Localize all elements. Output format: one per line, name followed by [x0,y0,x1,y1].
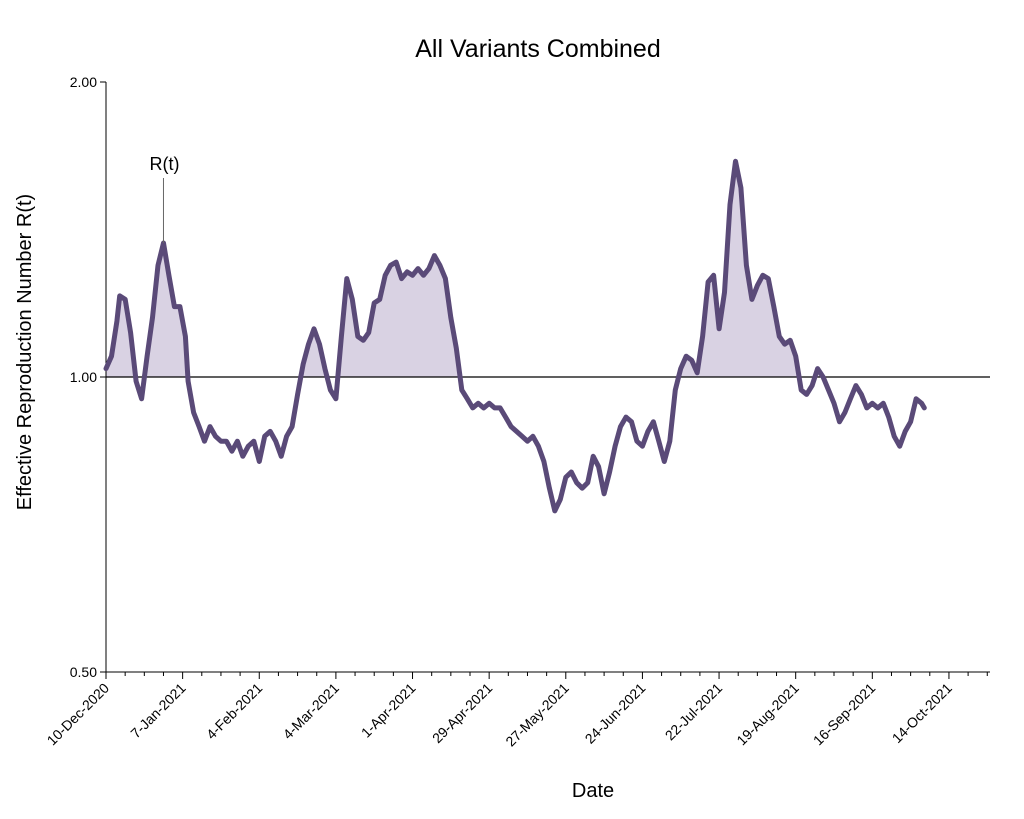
x-tick-label: 10-Dec-2020 [44,680,113,749]
x-tick-label: 16-Sep-2021 [810,680,879,749]
x-tick-label: 27-May-2021 [502,680,572,750]
chart-title: All Variants Combined [415,35,660,63]
y-axis-label: Effective Reproduction Number R(t) [14,194,36,510]
x-tick-label: 1-Apr-2021 [358,680,419,741]
x-axis-label: Date [572,780,614,802]
x-tick-label: 24-Jun-2021 [582,680,649,747]
series-layer [103,158,927,514]
x-tick-label: 22-Jul-2021 [662,680,726,744]
x-tick-label: 29-Apr-2021 [429,680,495,746]
annotation: R(t) [149,154,179,244]
x-tick-label: 4-Mar-2021 [280,680,343,743]
above-one-area [106,161,925,377]
x-tick-label: 14-Oct-2021 [889,680,955,746]
x-tick-label: 7-Jan-2021 [127,680,189,742]
y-tick-label: 2.00 [70,74,97,90]
x-tick-labels: 10-Dec-2020 7-Jan-2021 4-Feb-2021 4-Mar-202… [44,680,956,750]
axes [100,81,990,679]
y-tick-label: 0.50 [70,664,97,680]
y-tick-labels: 0.50 1.00 2.00 [70,74,97,680]
y-tick-label: 1.00 [70,369,97,385]
x-tick-label: 19-Aug-2021 [733,680,802,749]
series-line-rt [103,158,927,514]
annotation-label: R(t) [149,154,179,174]
above-one-fill [106,161,925,377]
x-tick-label: 4-Feb-2021 [203,680,266,743]
